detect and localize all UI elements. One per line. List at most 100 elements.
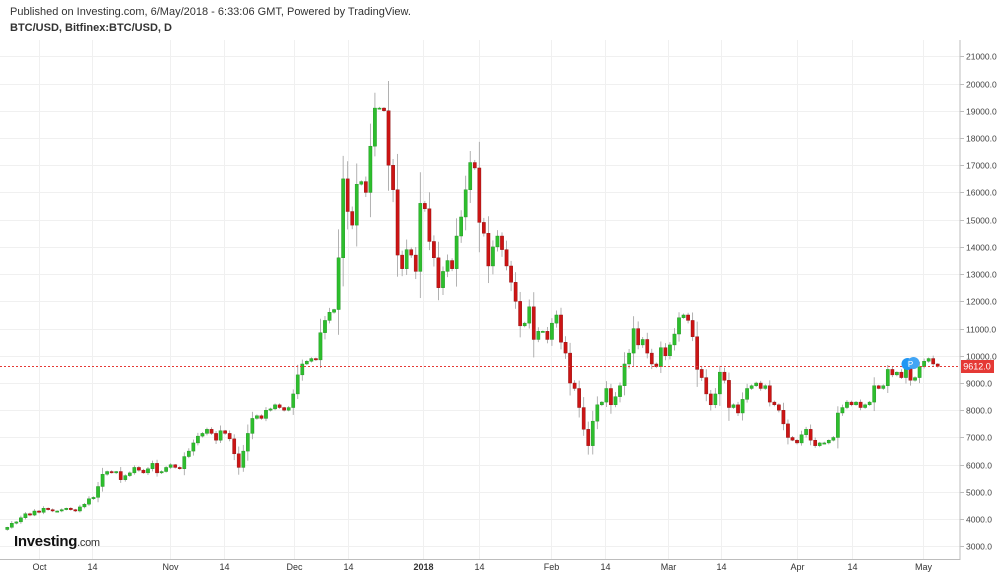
candle-up — [14, 521, 19, 524]
candle-down — [450, 260, 454, 269]
candle-up — [146, 468, 150, 474]
candle-down — [500, 235, 504, 250]
y-tick-label: 17000.0 — [966, 161, 997, 171]
candle-down — [68, 508, 73, 510]
candle-down — [772, 401, 777, 406]
candle-up — [191, 442, 196, 452]
candle-down — [395, 189, 400, 256]
candle-down — [563, 341, 568, 354]
candle-down — [214, 433, 218, 441]
candle-up — [264, 410, 268, 419]
candle-down — [109, 471, 114, 474]
x-tick-label: May — [915, 562, 933, 572]
candle-up — [867, 401, 872, 406]
x-tick-label: Feb — [544, 562, 560, 572]
candle-up — [740, 399, 745, 414]
candle-down — [482, 222, 486, 234]
candle-down — [876, 385, 881, 389]
candle-up — [613, 396, 618, 406]
y-tick-label: 19000.0 — [966, 107, 997, 117]
last-price-badge: 9612.0 — [961, 360, 994, 373]
candle-up — [309, 358, 314, 362]
candle-down — [849, 401, 854, 406]
candle-down — [545, 331, 550, 340]
candle-up — [132, 467, 137, 474]
candle-up — [463, 189, 468, 218]
candle-down — [427, 208, 432, 242]
candle-up — [19, 517, 23, 523]
candle-down — [931, 358, 936, 365]
candle-down — [282, 407, 286, 411]
x-tick-label: 14 — [87, 562, 97, 572]
candle-down — [413, 254, 418, 272]
candle-up — [82, 503, 87, 508]
candle-up — [295, 374, 300, 395]
candle-down — [636, 328, 641, 346]
candle-down — [232, 438, 237, 455]
candle-up — [23, 513, 28, 519]
event-marker[interactable]: P — [901, 356, 920, 370]
candle-up — [668, 344, 672, 357]
candle-up — [91, 497, 96, 499]
candle-up — [105, 471, 109, 475]
y-tick-label: 3000.0 — [966, 542, 992, 552]
candle-down — [645, 339, 650, 354]
y-axis-ticks: 3000.0 4000.0 5000.0 6000.0 7000.0 8000.0 9000… — [960, 52, 997, 552]
candle-down — [795, 440, 799, 444]
candle-down — [73, 509, 78, 512]
candle-up — [495, 235, 500, 248]
candle-up — [55, 510, 60, 513]
candle-up — [826, 440, 831, 444]
candle-up — [822, 442, 827, 445]
y-tick-label: 12000.0 — [966, 297, 997, 307]
candle-down — [177, 467, 182, 469]
candle-up — [323, 320, 327, 333]
candle-up — [9, 523, 14, 528]
candle-down — [777, 404, 781, 411]
candle-up — [304, 361, 309, 365]
candle-up — [359, 181, 364, 185]
candle-up — [763, 385, 768, 389]
candle-up — [541, 331, 545, 333]
candle-down — [531, 306, 536, 340]
candle-up — [618, 385, 622, 397]
x-tick-label: Nov — [162, 562, 179, 572]
candle-up — [268, 408, 273, 411]
candle-up — [336, 257, 341, 310]
candle-up — [100, 474, 105, 487]
logo-suffix: .com — [77, 537, 100, 549]
candle-down — [155, 463, 159, 474]
candle-down — [813, 440, 818, 446]
candles — [5, 81, 940, 531]
candle-up — [459, 216, 463, 237]
candle-up — [368, 145, 373, 193]
candle-up — [354, 184, 359, 226]
candle-up — [854, 401, 858, 406]
candle-down — [486, 233, 491, 267]
candle-up — [595, 404, 600, 422]
candle-down — [722, 371, 727, 381]
candle-up — [377, 107, 382, 110]
y-tick-label: 15000.0 — [966, 216, 997, 226]
candle-down — [504, 249, 509, 267]
y-tick-label: 13000.0 — [966, 270, 997, 280]
candle-up — [205, 429, 209, 434]
candle-down — [695, 336, 700, 370]
candle-up — [200, 433, 205, 437]
candle-down — [345, 178, 350, 212]
candle-down — [382, 107, 386, 111]
x-tick-label: 14 — [716, 562, 726, 572]
candle-down — [400, 254, 404, 269]
y-tick-label: 7000.0 — [966, 433, 992, 443]
candle-down — [436, 257, 441, 288]
candle-up — [468, 162, 473, 190]
candle-up — [250, 418, 255, 434]
candle-up — [168, 464, 173, 468]
x-tick-label: 14 — [219, 562, 229, 572]
candle-up — [536, 331, 541, 340]
symbol-title: BTC/USD, Bitfinex:BTC/USD, D — [10, 22, 172, 34]
candle-up — [631, 328, 636, 354]
x-tick-label: 14 — [343, 562, 353, 572]
y-tick-label: 14000.0 — [966, 243, 997, 253]
